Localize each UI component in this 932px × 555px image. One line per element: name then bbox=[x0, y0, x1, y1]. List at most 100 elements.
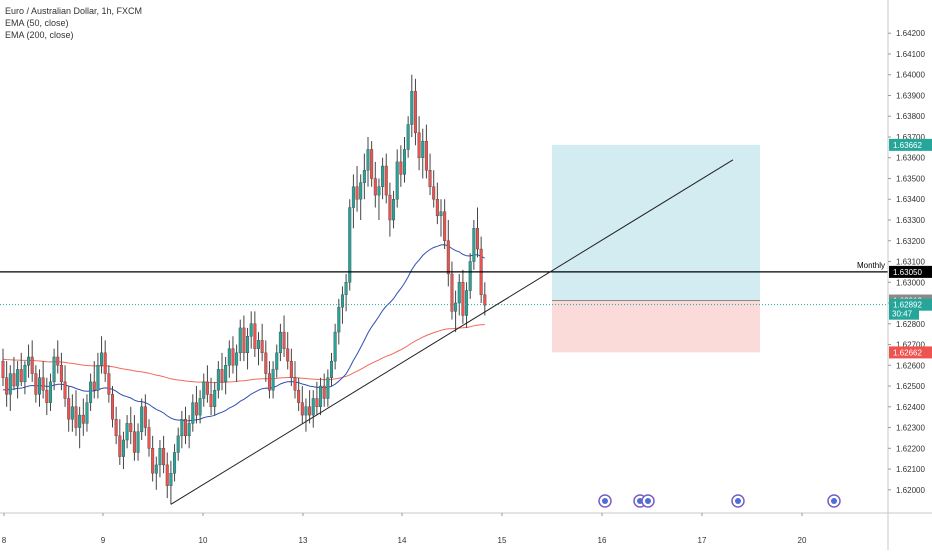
candle bbox=[278, 331, 282, 354]
candle bbox=[395, 161, 399, 200]
candle bbox=[351, 186, 355, 208]
time-tick-label: 9 bbox=[101, 536, 106, 545]
time-tick-label: 17 bbox=[698, 536, 707, 545]
candle bbox=[271, 369, 275, 391]
price-tick-label: 1.62200 bbox=[896, 444, 925, 453]
candle bbox=[121, 439, 125, 457]
candle bbox=[125, 423, 129, 441]
candle bbox=[315, 398, 319, 407]
price-tick-label: 1.63400 bbox=[896, 195, 925, 204]
candle bbox=[67, 398, 71, 420]
candle bbox=[461, 282, 465, 316]
candle bbox=[424, 140, 428, 171]
candle bbox=[100, 352, 104, 366]
price-tick-label: 1.62400 bbox=[896, 403, 925, 412]
ema50-line bbox=[2, 244, 486, 422]
price-tick-label: 1.62100 bbox=[896, 465, 925, 474]
candle bbox=[289, 360, 293, 378]
candle bbox=[359, 182, 363, 200]
symbol-title: Euro / Australian Dollar, 1h, FXCM bbox=[5, 6, 143, 16]
candle bbox=[154, 464, 158, 474]
candle bbox=[191, 402, 195, 424]
candle bbox=[34, 373, 38, 395]
price-tick-label: 1.63900 bbox=[896, 91, 925, 100]
monthly-level-tag-text: 1.63050 bbox=[893, 268, 922, 277]
candle bbox=[246, 336, 250, 354]
candle bbox=[381, 165, 385, 187]
price-tick-label: 1.63100 bbox=[896, 258, 925, 267]
candle bbox=[30, 356, 34, 374]
candle bbox=[384, 165, 388, 196]
candle bbox=[147, 427, 151, 449]
stop-price-tag-text: 1.62662 bbox=[893, 348, 922, 357]
target-price-tag bbox=[889, 138, 932, 151]
candle bbox=[403, 149, 407, 175]
candle bbox=[45, 389, 49, 403]
price-tick-label: 1.63700 bbox=[896, 133, 925, 142]
time-tick-label: 20 bbox=[798, 536, 807, 545]
candle bbox=[348, 207, 352, 283]
candle bbox=[340, 294, 344, 308]
candle bbox=[326, 377, 330, 399]
candle bbox=[330, 360, 334, 378]
candle bbox=[388, 194, 392, 221]
candle bbox=[16, 369, 20, 387]
candle bbox=[158, 448, 162, 466]
candle bbox=[450, 273, 454, 312]
candle bbox=[286, 348, 290, 362]
current-price-tag bbox=[889, 298, 932, 311]
candle bbox=[264, 352, 268, 374]
price-tick-label: 1.63200 bbox=[896, 237, 925, 246]
candle bbox=[176, 435, 180, 453]
candle bbox=[373, 178, 377, 196]
candle bbox=[136, 431, 140, 453]
price-tick-label: 1.62300 bbox=[896, 424, 925, 433]
candle bbox=[392, 199, 396, 221]
candle bbox=[118, 435, 122, 457]
candle bbox=[41, 377, 45, 391]
ema200-line bbox=[2, 324, 485, 384]
candle bbox=[110, 394, 114, 420]
candle bbox=[5, 377, 9, 395]
candle bbox=[27, 356, 31, 366]
price-tick-label: 1.62000 bbox=[896, 486, 925, 495]
candle bbox=[180, 419, 184, 437]
time-tick-label: 16 bbox=[598, 536, 607, 545]
candle bbox=[23, 365, 27, 383]
candle bbox=[362, 169, 366, 183]
candle bbox=[198, 398, 202, 416]
candle bbox=[406, 124, 410, 150]
candle bbox=[435, 199, 439, 217]
price-tick-label: 1.62800 bbox=[896, 320, 925, 329]
candle bbox=[319, 385, 323, 407]
candle bbox=[428, 169, 432, 187]
candle bbox=[78, 414, 82, 428]
candle bbox=[417, 132, 421, 158]
candle bbox=[366, 149, 370, 171]
event-marker-dot bbox=[645, 498, 651, 504]
price-tick-label: 1.64100 bbox=[896, 50, 925, 59]
candle bbox=[242, 327, 246, 354]
candle bbox=[465, 290, 469, 316]
loss-zone bbox=[552, 300, 760, 353]
candle bbox=[355, 186, 359, 200]
price-tick-label: 1.63600 bbox=[896, 154, 925, 163]
candle bbox=[213, 389, 217, 407]
candle bbox=[454, 302, 458, 312]
candle bbox=[129, 423, 133, 432]
price-tick-label: 1.64200 bbox=[896, 29, 925, 38]
target-price-tag-text: 1.63662 bbox=[893, 141, 922, 150]
candle bbox=[12, 373, 16, 387]
candle bbox=[443, 211, 447, 241]
candle bbox=[410, 91, 414, 125]
candle bbox=[140, 406, 144, 432]
candle bbox=[293, 377, 297, 391]
candle bbox=[472, 228, 476, 262]
price-tick-label: 1.63800 bbox=[896, 112, 925, 121]
candle bbox=[476, 228, 480, 250]
candle bbox=[85, 402, 89, 424]
candle bbox=[132, 431, 136, 453]
candle bbox=[103, 352, 107, 374]
